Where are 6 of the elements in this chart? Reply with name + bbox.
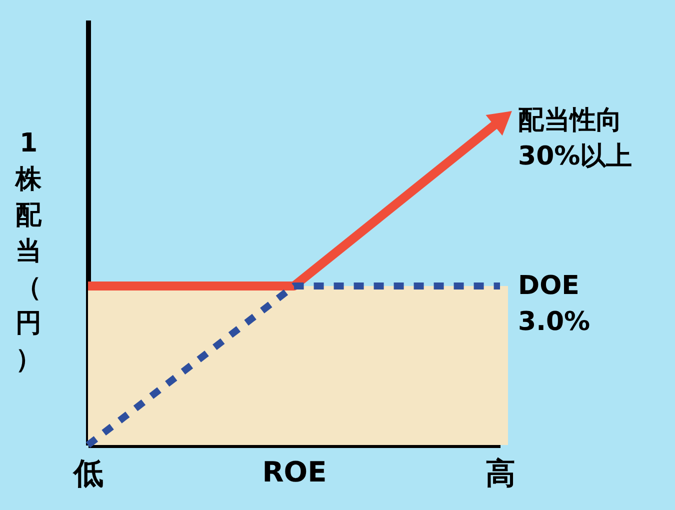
annotation: 配当性向 30%以上 [518, 106, 632, 172]
y-axis-title: 1株配当（円） [14, 128, 42, 374]
x-tick-label: 高 [486, 456, 516, 492]
annotation: DOE 3.0% [518, 271, 590, 338]
x-tick-label: 低 [72, 456, 104, 492]
x-axis-title: ROE [262, 456, 327, 488]
